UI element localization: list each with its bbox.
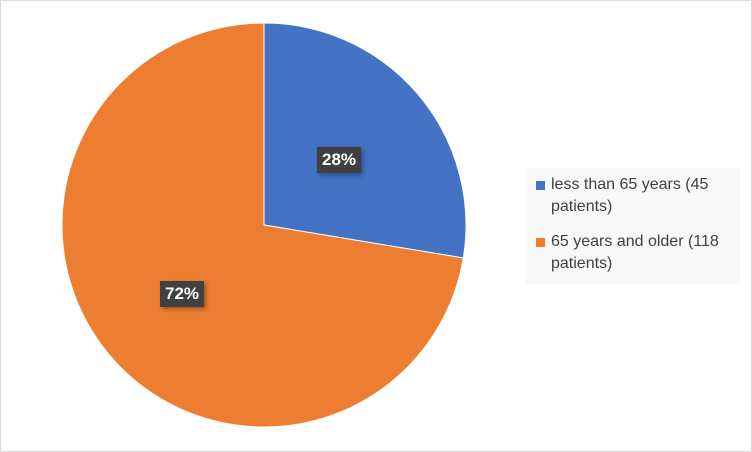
data-label-1: 72% (160, 281, 205, 307)
legend: less than 65 years (45 patients) 65 year… (526, 168, 740, 284)
legend-item-0: less than 65 years (45 patients) (536, 174, 736, 218)
legend-label-0: less than 65 years (45 patients) (551, 176, 709, 215)
legend-swatch-0 (536, 181, 545, 190)
legend-swatch-1 (536, 238, 545, 247)
pie-slice-1 (61, 22, 464, 428)
legend-item-1: 65 years and older (118 patients) (536, 231, 736, 275)
legend-label-1: 65 years and older (118 patients) (551, 233, 719, 272)
pie-slice-0 (263, 22, 467, 259)
data-label-0: 28% (317, 147, 362, 173)
